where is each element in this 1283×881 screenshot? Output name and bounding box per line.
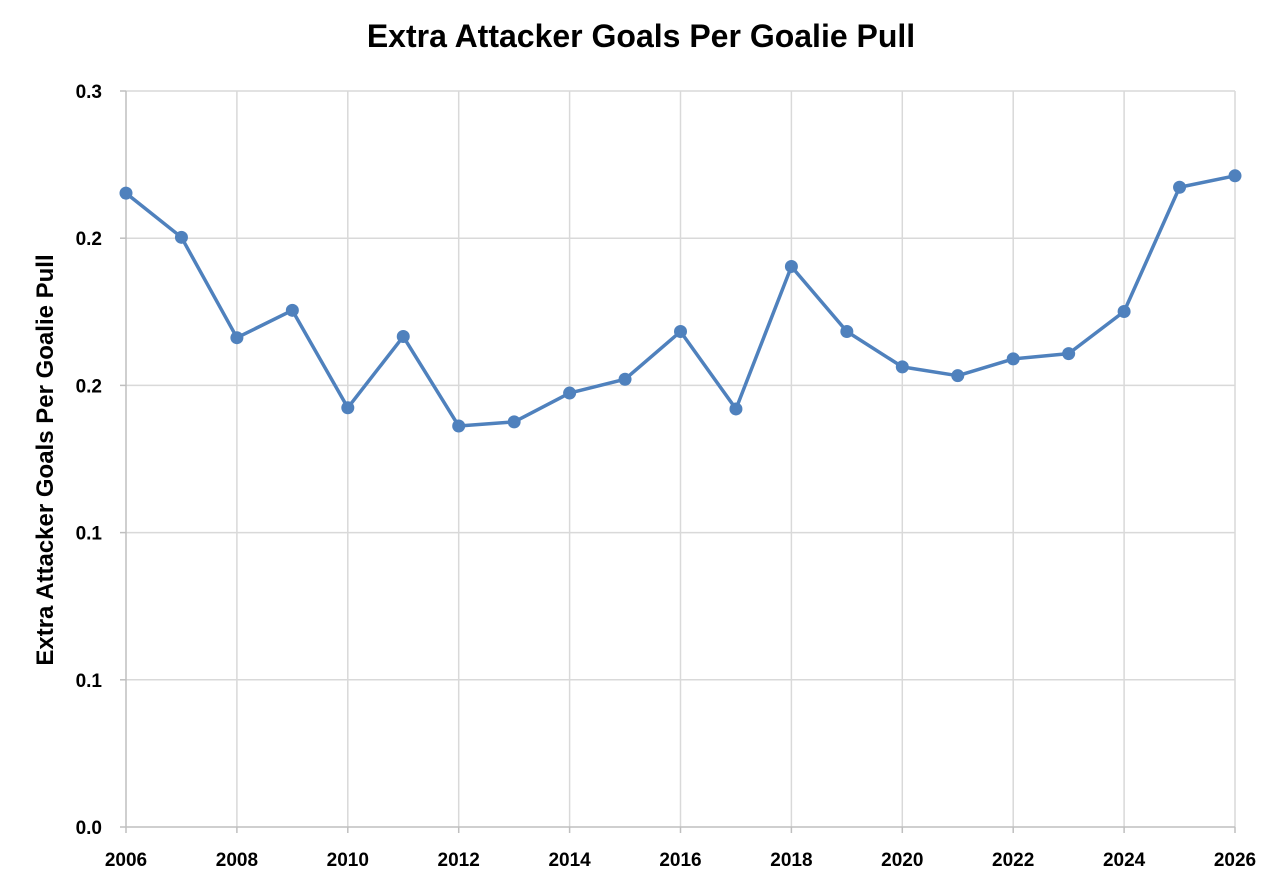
data-point [174, 230, 188, 244]
y-tick-label: 0.2 [76, 376, 102, 397]
data-point [341, 401, 355, 415]
data-point [618, 372, 632, 386]
series [119, 169, 1242, 433]
data-point [1006, 352, 1020, 366]
data-point [674, 325, 687, 339]
y-tick-label: 0.3 [76, 82, 102, 103]
x-tick-label: 2024 [1103, 850, 1146, 871]
data-point [951, 369, 965, 383]
data-point [396, 330, 410, 344]
x-tick-label: 2008 [216, 850, 258, 871]
data-point [729, 402, 743, 416]
x-tick-label: 2016 [659, 850, 701, 871]
data-point [840, 325, 854, 339]
data-point [563, 386, 577, 400]
x-axis-ticks: 2006 2008 2010 2012 2014 2016 2018 2020 2022 2024… [105, 850, 1256, 871]
x-tick-label: 2010 [327, 850, 369, 871]
data-point [119, 186, 133, 200]
data-point [230, 331, 244, 345]
y-tick-label: 0.1 [76, 524, 103, 545]
grid [126, 90, 1236, 827]
chart-title: Extra Attacker Goals Per Goalie Pull [367, 18, 915, 54]
data-point [452, 419, 466, 433]
data-point [507, 415, 521, 429]
data-point [895, 360, 909, 374]
x-tick-label: 2018 [770, 850, 812, 871]
y-axis-ticks: 0.0 0.1 0.1 0.2 0.2 0.3 [76, 82, 103, 839]
x-tick-label: 2022 [992, 850, 1034, 871]
data-point [285, 303, 299, 317]
x-tick-label: 2012 [438, 850, 480, 871]
x-tick-label: 2006 [105, 850, 147, 871]
x-tick-label: 2026 [1214, 850, 1256, 871]
y-axis-label: Extra Attacker Goals Per Goalie Pull [32, 254, 59, 665]
data-point [1117, 305, 1131, 319]
axes [120, 90, 1236, 833]
data-point [1062, 347, 1076, 361]
data-point [1173, 180, 1187, 194]
x-tick-label: 2014 [548, 850, 591, 871]
data-point [784, 259, 798, 273]
data-point [1228, 169, 1242, 183]
y-tick-label: 0.1 [76, 671, 103, 692]
y-tick-label: 0.0 [76, 818, 102, 839]
y-tick-label: 0.2 [76, 229, 102, 250]
x-tick-label: 2020 [881, 850, 923, 871]
